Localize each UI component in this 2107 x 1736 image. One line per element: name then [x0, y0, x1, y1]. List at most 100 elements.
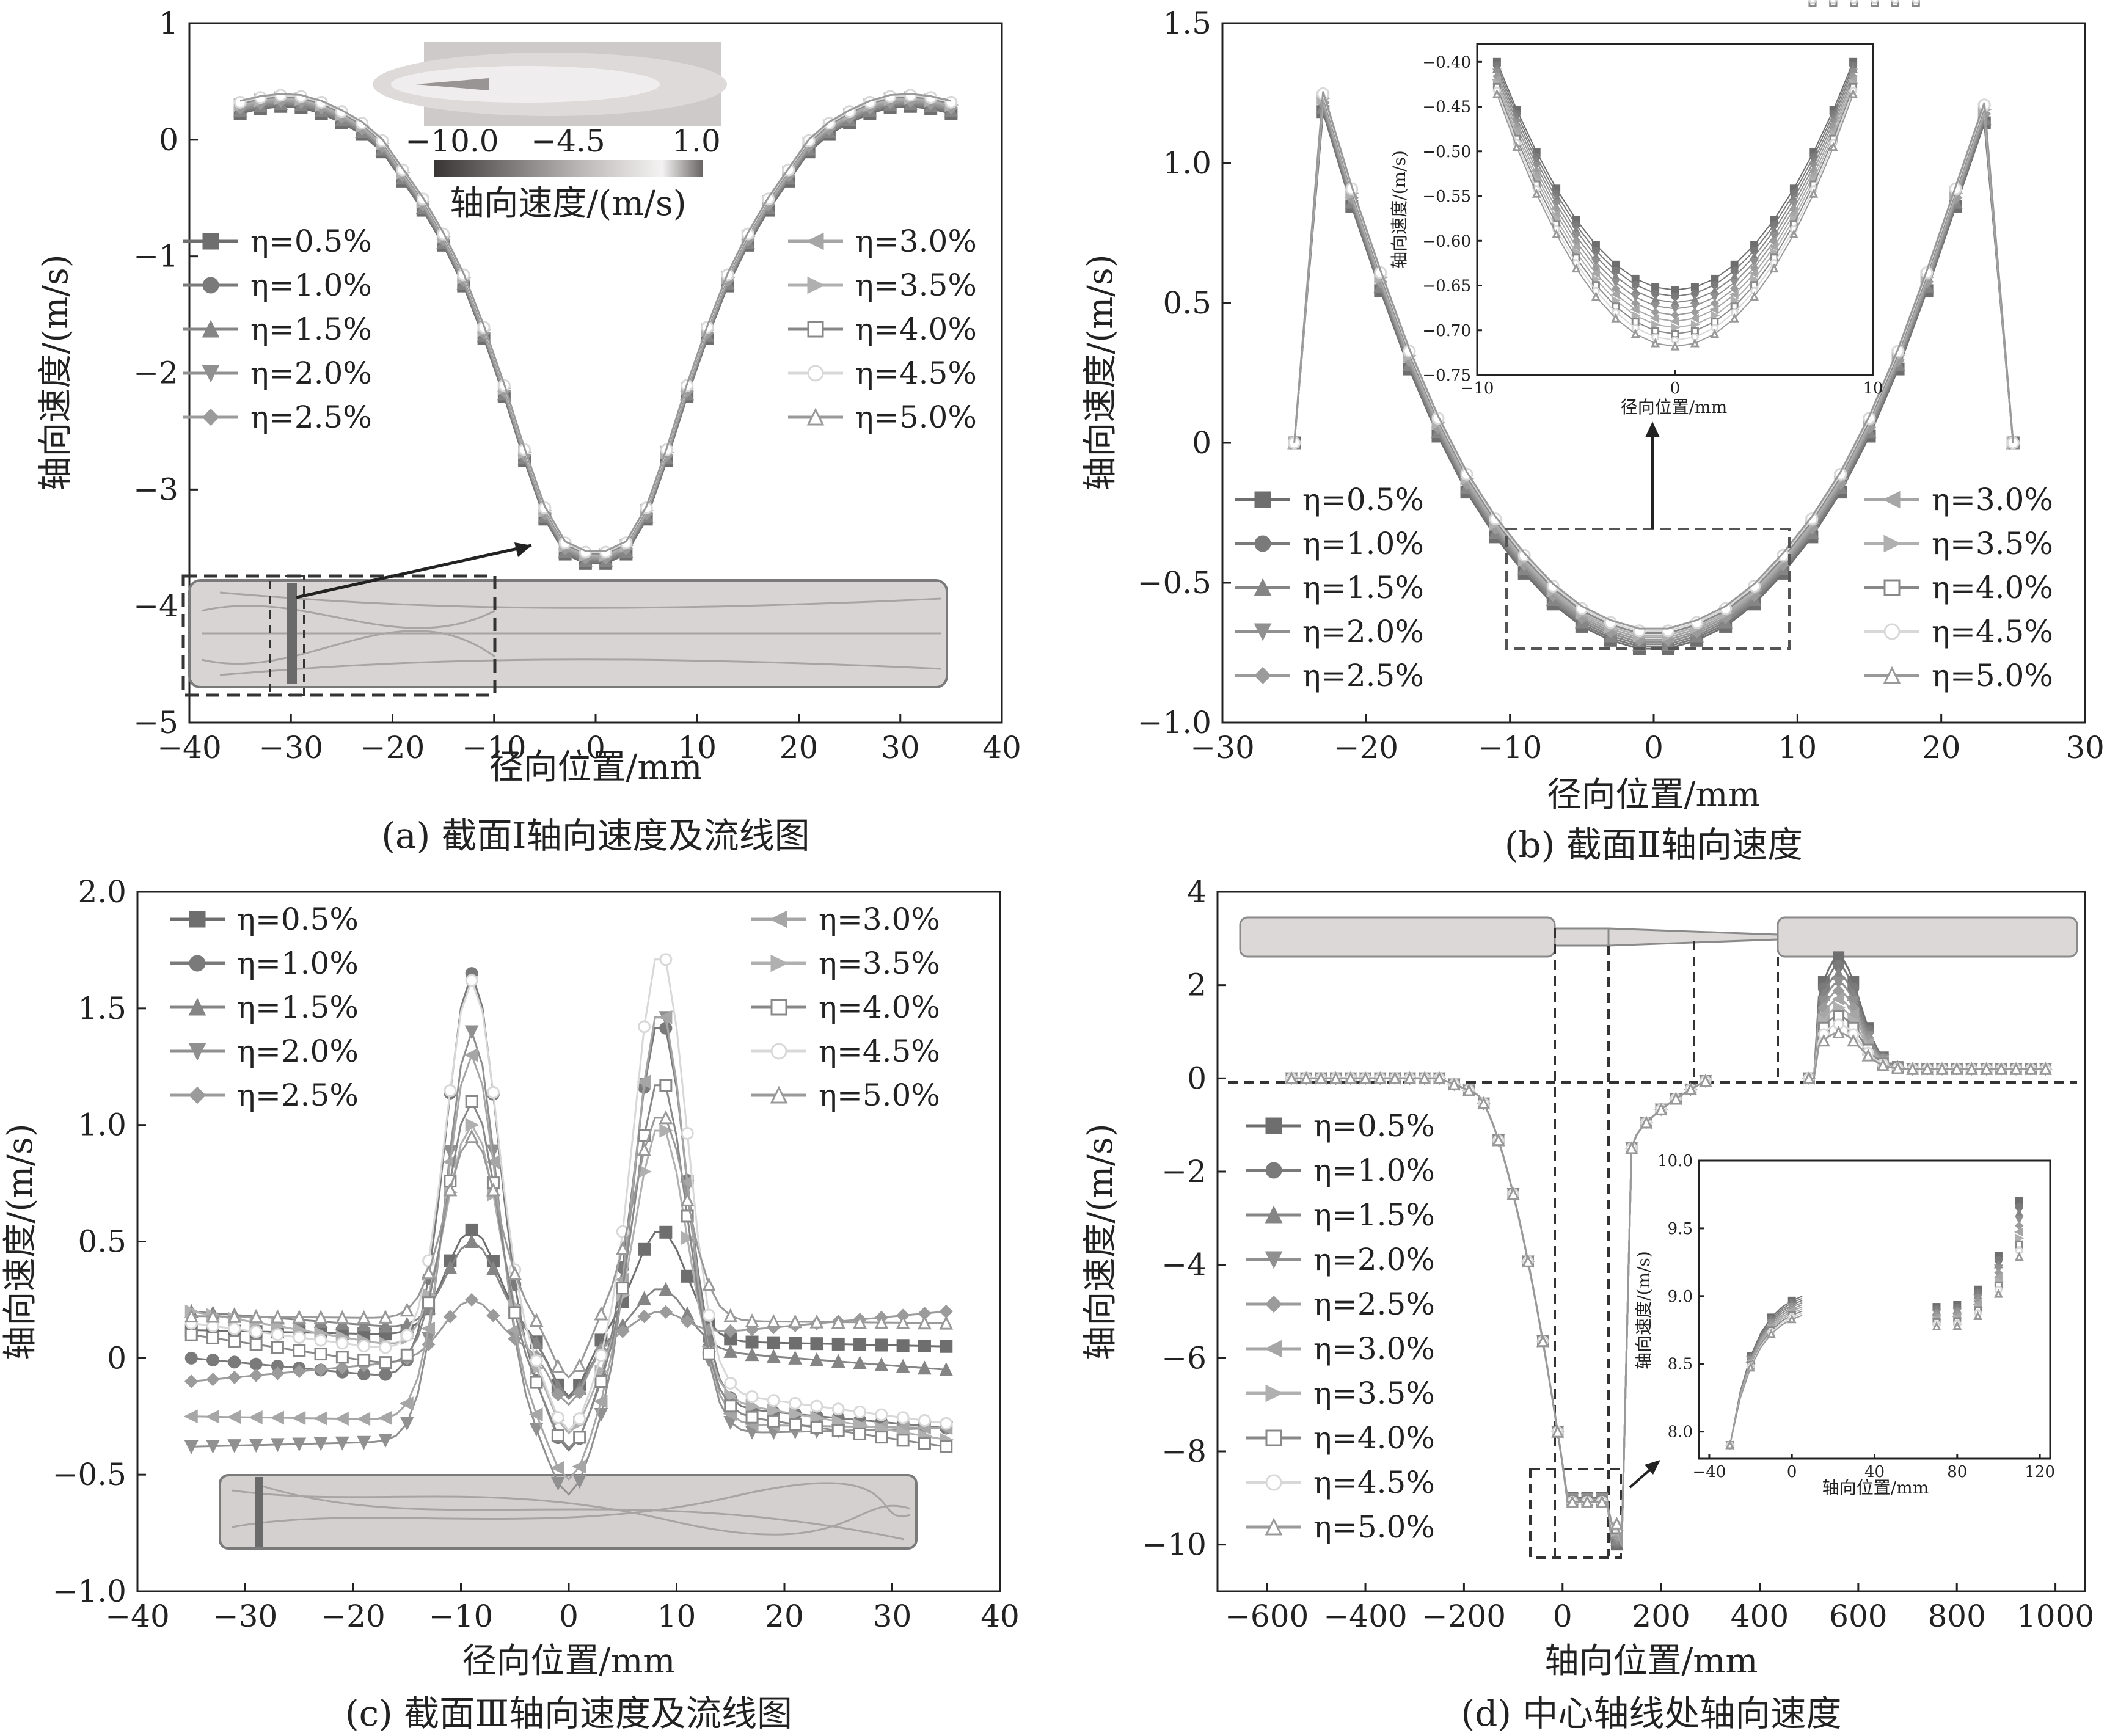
series-c-point	[249, 1368, 263, 1382]
series-c-point	[292, 1437, 307, 1452]
series-c-point	[918, 1339, 931, 1352]
panel-b-caption: (b) 截面Ⅱ轴向速度	[1505, 824, 1803, 866]
y-tick-label: −0.55	[1422, 188, 1471, 206]
series-c-point	[486, 1144, 500, 1159]
x-tick-label: 600	[1829, 1599, 1887, 1634]
series-c-point	[400, 1302, 414, 1317]
series-c-point	[874, 1315, 889, 1329]
series-c-point	[271, 1341, 284, 1354]
y-tick-label: −1.0	[1137, 705, 1211, 740]
legend-marker	[1254, 578, 1272, 596]
series-b-inset-point	[1512, 142, 1522, 151]
series-d-point	[1506, 1187, 1520, 1200]
series-c-point	[378, 1310, 393, 1324]
series-c-point	[292, 1365, 306, 1379]
series-d-point	[1462, 1083, 1475, 1096]
y-tick-label: −0.5	[1137, 565, 1211, 600]
series-c-point	[572, 1358, 587, 1372]
x-tick-label: 20	[765, 1599, 804, 1634]
panel-d-inset-xlabel: 轴向位置/mm	[1822, 1478, 1929, 1498]
series-a-point	[944, 95, 958, 109]
series-d-point	[1699, 1074, 1712, 1087]
series-c-point	[378, 1410, 392, 1425]
series-b-inset-point	[1552, 229, 1561, 239]
x-tick-label: −10	[1478, 730, 1543, 765]
series-d-point	[1950, 1062, 1963, 1075]
panel-b-inset-xlabel: 径向位置/mm	[1621, 397, 1728, 417]
series-c-point	[464, 1234, 479, 1248]
series-c-point	[853, 1427, 867, 1440]
series-c-point	[228, 1355, 241, 1369]
series-b-inset-point	[1750, 291, 1759, 301]
series-d-point	[1492, 1133, 1505, 1147]
series-c-point	[357, 1310, 371, 1324]
series-d-inset-point	[2015, 1197, 2023, 1205]
legend-marker	[1265, 1384, 1284, 1402]
x-tick-label: 10	[657, 1599, 696, 1634]
series-c-point	[680, 1192, 695, 1206]
series-b-inset-point	[1651, 319, 1660, 329]
x-tick-label: −10	[462, 730, 527, 765]
series-c-point	[896, 1315, 910, 1329]
series-c-point	[659, 1305, 673, 1319]
series-b-inset-point	[1630, 293, 1640, 302]
series-c-point	[896, 1359, 910, 1373]
panel-c-ticks: −40 −30 −20 −10 0 10 20 30 40 −1.0 −0.5 0 0.5 1.0 1.5 2…	[53, 874, 1020, 1634]
series-d-line	[1809, 964, 2046, 1079]
x-tick-label: 120	[2025, 1463, 2055, 1481]
series-c-point	[357, 1354, 371, 1367]
series-c-point	[228, 1322, 241, 1335]
series-c-point	[810, 1337, 823, 1351]
series-c-point	[659, 1225, 673, 1239]
panel-d-ylabel: 轴向速度/(m/s)	[1081, 1123, 1120, 1360]
series-d-inset-point	[1891, 0, 1899, 4]
colorbar-label: 轴向速度/(m/s)	[450, 184, 686, 224]
series-b-inset-point	[1670, 305, 1680, 314]
colorbar-tick-2: 1.0	[672, 123, 721, 159]
series-c-point	[724, 1399, 737, 1413]
legend-label: η=4.5%	[855, 356, 977, 391]
series-b-inset-point	[1552, 200, 1561, 210]
series-d-point	[1891, 1061, 1904, 1074]
series-b-inset-point	[1531, 170, 1541, 180]
legend-label: η=1.0%	[1313, 1153, 1435, 1188]
series-c-point	[183, 1409, 198, 1424]
series-c-point	[918, 1414, 931, 1428]
series-c-point	[551, 1388, 565, 1402]
series-c-point	[681, 1269, 694, 1283]
series-c-point	[227, 1439, 242, 1453]
x-tick-label: −30	[213, 1599, 278, 1634]
legend-marker	[1264, 1340, 1282, 1358]
legend-marker	[806, 407, 825, 426]
series-c-point	[227, 1308, 242, 1323]
y-tick-label: −0.45	[1422, 98, 1471, 117]
series-c-point	[723, 1344, 738, 1358]
series-b-inset-point	[1650, 313, 1660, 323]
series-d-point	[1846, 1008, 1860, 1021]
y-tick-label: −0.70	[1422, 322, 1471, 340]
series-d-point	[1566, 1495, 1579, 1508]
series-b-point	[1489, 512, 1502, 526]
series-c-point	[313, 1411, 327, 1426]
series-b-inset-point	[1670, 316, 1679, 326]
series-d-point	[1640, 1115, 1653, 1129]
series-c-point	[918, 1315, 932, 1330]
legend-marker	[1883, 534, 1902, 553]
series-b-inset-point	[1492, 89, 1502, 98]
series-c-point	[335, 1351, 349, 1364]
series-c-point	[875, 1431, 888, 1444]
series-c-point	[572, 1459, 586, 1474]
series-c-point	[507, 1322, 522, 1337]
series-c-point	[530, 1376, 543, 1389]
series-b-inset-point	[1711, 311, 1720, 321]
series-b-inset-point	[1690, 283, 1699, 291]
x-tick-label: 0	[559, 1599, 579, 1634]
panel-a-contour-inset	[373, 42, 727, 126]
x-tick-label: 0	[1670, 379, 1681, 398]
series-c-point	[702, 1347, 715, 1360]
legend-label: η=2.5%	[1302, 658, 1424, 693]
series-c-point	[638, 1242, 651, 1256]
legend-marker	[1265, 1295, 1283, 1313]
legend-marker	[188, 997, 206, 1016]
series-c-point	[767, 1403, 781, 1418]
